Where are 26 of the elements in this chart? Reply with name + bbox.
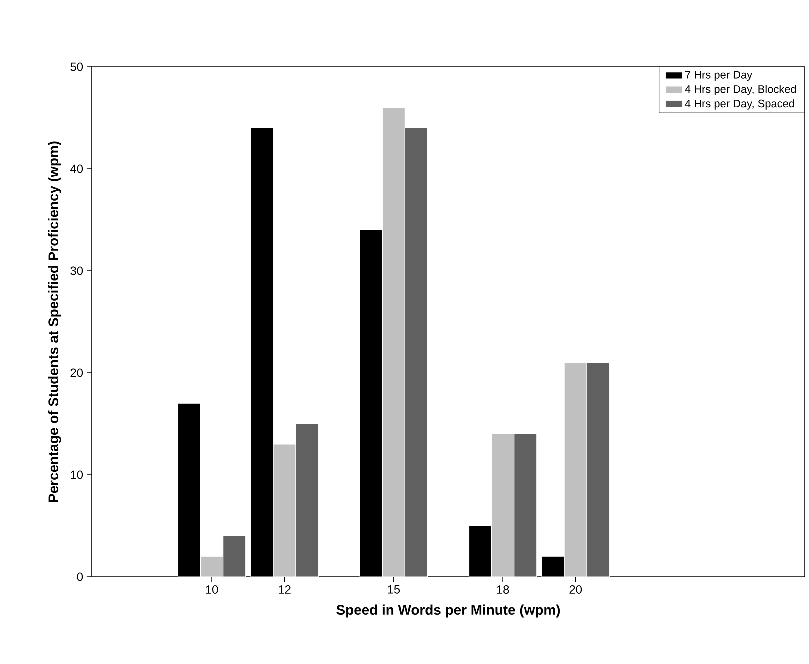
x-tick-label: 15 [388, 586, 400, 594]
legend-label: 4 Hrs per Day, Blocked [685, 85, 796, 96]
bar [404, 128, 428, 577]
x-tick-label: 18 [497, 586, 510, 594]
bar [200, 556, 224, 577]
bar [382, 107, 406, 577]
y-tick-label: 30 [70, 266, 84, 276]
bar [586, 362, 610, 577]
x-tick-label: 12 [279, 586, 291, 594]
y-tick-label: 10 [71, 470, 84, 480]
bar [491, 434, 515, 577]
y-tick-label: 40 [70, 164, 84, 174]
legend-label: 7 Hrs per Day [686, 71, 753, 81]
y-axis-title: Percentage of Students at Specified Proficiency (wpm) [48, 142, 62, 502]
y-tick-label: 20 [70, 368, 84, 378]
x-tick-label: 20 [570, 586, 582, 594]
bar [273, 444, 296, 577]
bar [514, 434, 538, 577]
bar [223, 536, 246, 577]
y-tick-label: 50 [70, 62, 84, 72]
legend-label: 4 Hrs per Day, Spaced [685, 100, 794, 110]
bar [564, 362, 588, 577]
bar [296, 424, 319, 577]
x-tick-label: 10 [206, 586, 218, 594]
y-tick-label: 0 [77, 572, 84, 582]
x-axis-title: Speed in Words per Minute (wpm) [336, 604, 560, 618]
